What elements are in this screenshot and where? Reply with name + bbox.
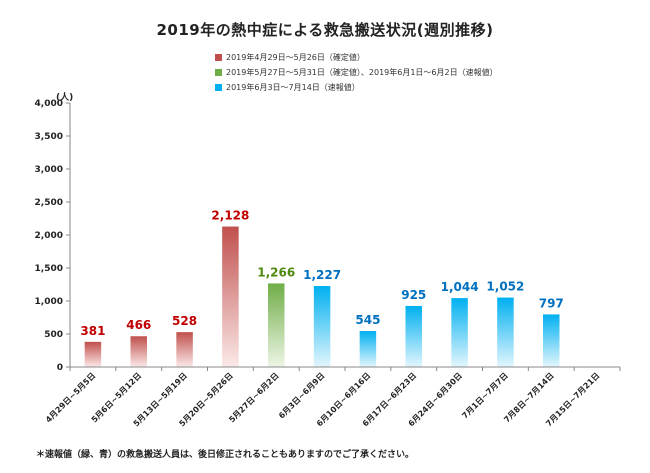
bar: [359, 331, 377, 367]
y-axis-unit: (人): [56, 91, 73, 103]
bar-value-label: 1,227: [303, 268, 341, 282]
y-tick-label: 3,000: [35, 165, 63, 175]
bar: [222, 226, 239, 367]
bar: [543, 314, 560, 367]
y-tick-label: 500: [44, 330, 63, 340]
chart-title: 2019年の熱中症による救急搬送状況(週別推移): [156, 21, 494, 39]
x-tick-label: 5月6日~5月12日: [90, 371, 143, 424]
bar-value-label: 545: [355, 313, 380, 327]
bar: [176, 332, 193, 367]
bar: [84, 341, 102, 367]
bar: [451, 298, 468, 367]
legend-label-mixed: 2019年5月27日～5月31日（確定値）、2019年6月1日～6月2日（速報値…: [226, 68, 498, 77]
x-tick-label: 7月1日~7月7日: [460, 371, 509, 420]
bar: [497, 297, 514, 367]
x-tick-label: 4月29日~5月5日: [44, 371, 97, 424]
legend-label-confirmed: 2019年4月29日～5月26日（確定値）: [226, 53, 365, 62]
bar-value-label: 1,052: [486, 280, 524, 294]
x-tick-label: 7月8日~7月14日: [502, 371, 555, 424]
y-tick-label: 2,500: [35, 198, 63, 208]
bars: 381 466 528 2,128 1,266 1,227 545 925 1,044 1,052…: [80, 209, 564, 367]
bar-value-label: 381: [80, 324, 105, 338]
bar-value-label: 1,044: [441, 280, 479, 294]
bar: [405, 305, 422, 367]
legend-item-preliminary: 2019年6月3日～7月14日（速報値）: [215, 81, 498, 94]
chart-legend: 2019年4月29日～5月26日（確定値） 2019年5月27日～5月31日（確…: [215, 51, 498, 96]
legend-swatch-mixed: [215, 69, 222, 76]
legend-swatch-preliminary: [215, 84, 222, 91]
y-tick-label: 3,500: [35, 132, 63, 142]
legend-label-preliminary: 2019年6月3日～7月14日（速報値）: [226, 83, 360, 92]
x-tick-label: 6月3日~6月9日: [277, 371, 326, 420]
footnote: ＊速報値（緑、青）の救急搬送人員は、後日修正されることもありますのでご了承くださ…: [36, 450, 415, 460]
x-tick-label: 5月27日~6月2日: [227, 371, 280, 424]
bar: [268, 283, 285, 367]
y-tick-label: 1,500: [35, 264, 63, 274]
y-tick-label: 1,000: [35, 297, 63, 307]
x-axis: 4月29日~5月5日5月6日~5月12日5月13日~5月19日5月20日~5月2…: [44, 366, 621, 428]
bar-value-label: 797: [539, 296, 564, 310]
legend-swatch-confirmed: [215, 54, 222, 61]
y-tick-label: 4,000: [35, 99, 63, 109]
y-tick-label: 2,000: [35, 231, 63, 241]
bar-value-label: 1,266: [257, 265, 295, 279]
y-axis: 0 500 1,000 1,500 2,000 2,500 3,000 3,500 4,000: [35, 99, 71, 373]
legend-item-confirmed: 2019年4月29日～5月26日（確定値）: [215, 51, 498, 64]
y-tick-label: 0: [57, 363, 63, 373]
bar-value-label: 2,128: [211, 209, 249, 223]
bar-value-label: 925: [401, 288, 426, 302]
bar: [313, 286, 331, 367]
legend-item-mixed: 2019年5月27日～5月31日（確定値）、2019年6月1日～6月2日（速報値…: [215, 66, 498, 79]
bar: [130, 336, 147, 367]
bar-value-label: 466: [126, 318, 151, 332]
bar-value-label: 528: [172, 314, 197, 328]
